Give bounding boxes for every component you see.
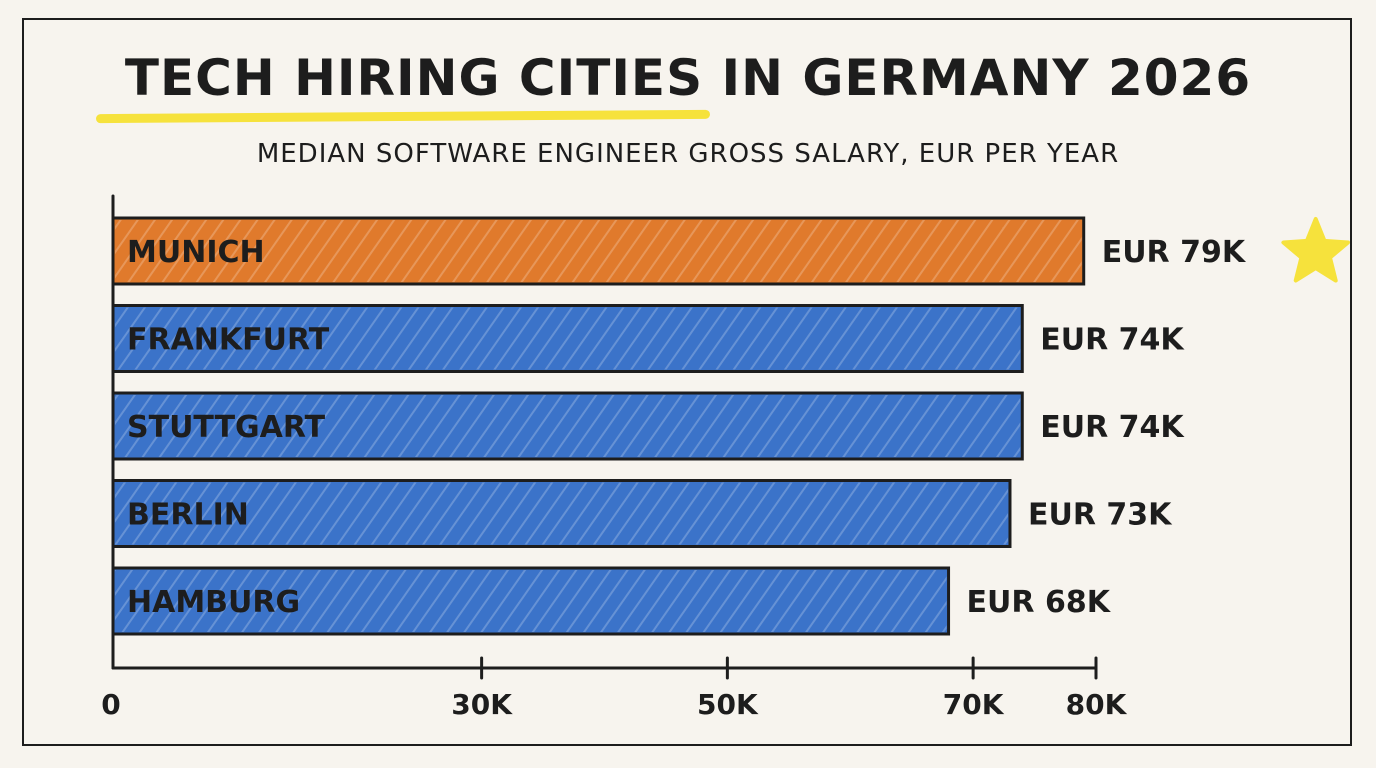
x-tick-label: 50K	[697, 688, 759, 721]
bar-group-stuttgart: STUTTGART EUR 74K	[111, 391, 1185, 461]
bar-category-label: HAMBURG	[127, 585, 300, 620]
bar-group-munich: MUNICH EUR 79K	[111, 216, 1247, 286]
bar-category-label: MUNICH	[127, 235, 265, 270]
bar-value-label: EUR 74K	[1040, 323, 1185, 358]
bar-value-label: EUR 68K	[967, 585, 1112, 620]
star-icon	[1281, 217, 1350, 283]
x-tick-label: 30K	[451, 688, 513, 721]
bar-texture-stuttgart	[115, 395, 1021, 457]
bar-value-label: EUR 74K	[1040, 410, 1185, 445]
bar-texture-hamburg	[115, 570, 947, 632]
x-tick-label: 80K	[1066, 688, 1128, 721]
bar-category-label: STUTTGART	[127, 410, 326, 445]
x-tick-label: 70K	[943, 688, 1005, 721]
bar-group-berlin: BERLIN EUR 73K	[111, 479, 1173, 548]
bar-texture-berlin	[115, 482, 1008, 545]
bar-group-hamburg: HAMBURG EUR 68K	[111, 566, 1112, 636]
bar-value-label: EUR 79K	[1102, 235, 1247, 270]
x-tick-label: 0	[101, 688, 120, 721]
bar-group-frankfurt: FRANKFURT EUR 74K	[111, 304, 1185, 373]
bar-texture-frankfurt	[115, 307, 1021, 370]
chart-frame	[22, 18, 1352, 746]
bar-category-label: FRANKFURT	[127, 323, 330, 358]
bar-category-label: BERLIN	[127, 498, 249, 533]
bar-value-label: EUR 73K	[1028, 498, 1173, 533]
chart-subtitle: MEDIAN SOFTWARE ENGINEER GROSS SALARY, E…	[256, 139, 1120, 169]
bar-texture-munich	[115, 220, 1082, 282]
chart-title: TECH HIRING CITIES IN GERMANY 2026	[124, 49, 1252, 107]
